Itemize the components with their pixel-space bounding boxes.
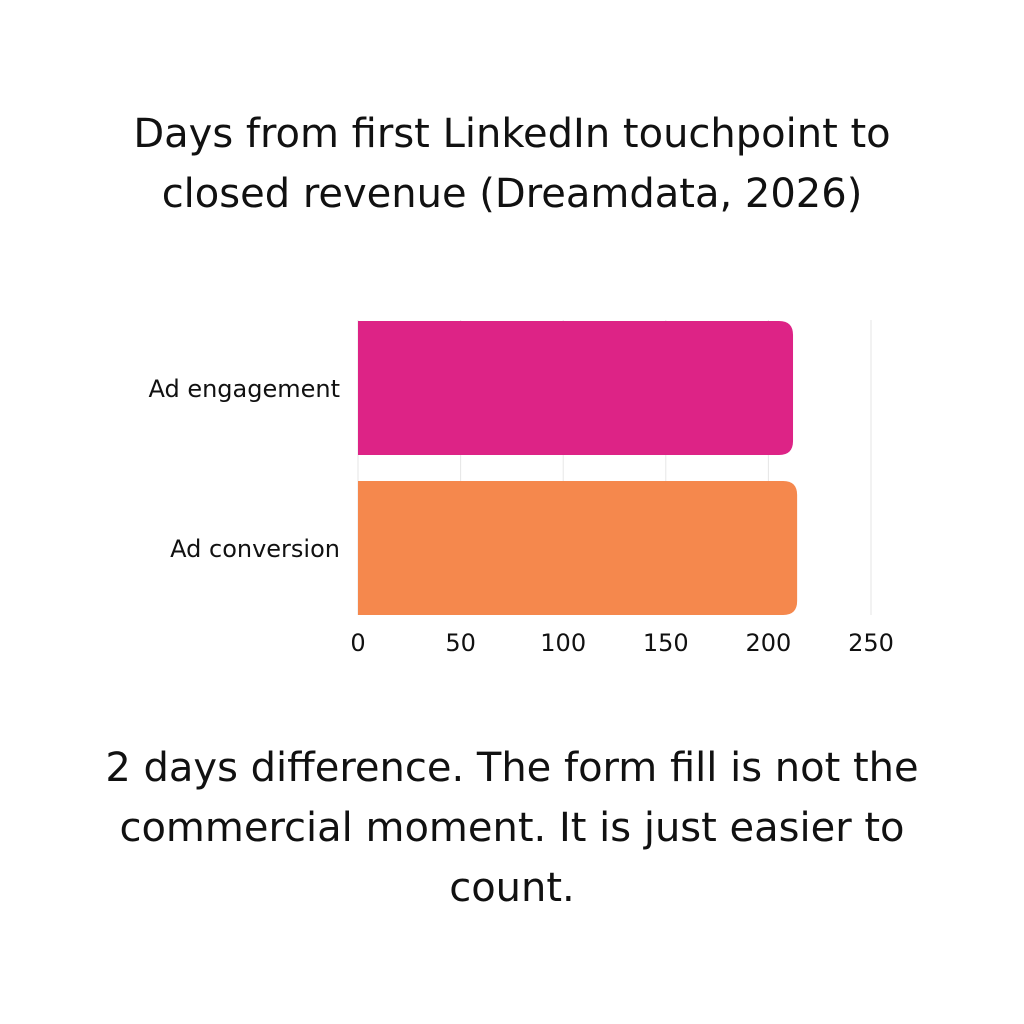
category-labels: Ad engagement Ad conversion <box>148 375 340 563</box>
x-tick-label: 100 <box>540 629 586 657</box>
chart-title-line-2: closed revenue (Dreamdata, 2026) <box>161 171 863 217</box>
category-label: Ad engagement <box>148 375 340 403</box>
chart-title: Days from first LinkedIn touchpoint to c… <box>0 104 1024 224</box>
x-tick-label: 250 <box>848 629 894 657</box>
bars <box>358 321 798 615</box>
x-axis-ticks: 0 50 100 150 200 250 <box>350 629 894 657</box>
bar-chart: Ad engagement Ad conversion 0 50 100 150 200 2… <box>148 320 894 657</box>
bar-ad-conversion <box>358 481 798 615</box>
x-tick-label: 50 <box>445 629 476 657</box>
category-label: Ad conversion <box>170 535 340 563</box>
bar-ad-engagement <box>358 321 794 455</box>
x-tick-label: 200 <box>745 629 791 657</box>
x-tick-label: 150 <box>643 629 689 657</box>
caption-text: 2 days difference. The form fill is not … <box>105 745 919 911</box>
x-tick-label: 0 <box>350 629 365 657</box>
chart-title-line-1: Days from first LinkedIn touchpoint to <box>133 111 891 157</box>
